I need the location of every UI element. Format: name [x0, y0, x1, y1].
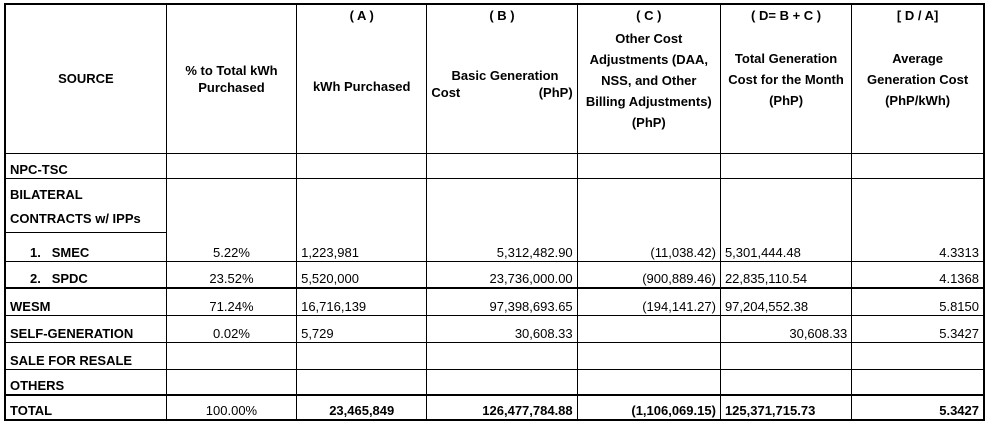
spdc-pct: 23.52% — [165, 260, 298, 289]
header-pct: % to Total kWh Purchased — [165, 3, 298, 154]
spdc-number: 2. — [30, 271, 41, 286]
header-total-label: Total Generation Cost for the Month (PhP… — [728, 51, 844, 108]
header-total-letter: ( D= B + C ) — [751, 8, 822, 23]
row-source-bilateral: BILATERAL CONTRACTS w/ IPPs — [4, 177, 167, 233]
generation-cost-table: SOURCE % to Total kWh Purchased ( A ) kW… — [4, 3, 985, 421]
header-other-label: Other Cost Adjustments (DAA, NSS, and Ot… — [585, 31, 712, 130]
smec-avg: 4.3313 — [851, 232, 985, 262]
table-row: WESM 71.24% 16,716,139 97,398,693.65 (19… — [4, 287, 985, 316]
smec-basic: 5,312,482.90 — [426, 232, 578, 262]
smec-name: SMEC — [51, 244, 90, 260]
table-row: OTHERS — [4, 368, 985, 396]
header-kwh-letter: ( A ) — [349, 8, 374, 23]
total-kwh: 23,465,849 — [296, 394, 428, 421]
table-row: 2. SPDC 23.52% 5,520,000 23,736,000.00 (… — [4, 260, 985, 289]
row-source-npc: NPC-TSC — [4, 152, 167, 179]
row-source-resale: SALE FOR RESALE — [4, 341, 167, 370]
selfgen-avg: 5.3427 — [851, 314, 985, 343]
header-basic: ( B ) Basic Generation Cost (PhP) — [426, 3, 578, 154]
wesm-basic: 97,398,693.65 — [426, 287, 578, 316]
smec-other: (11,038.42) — [576, 232, 721, 262]
smec-pct: 5.22% — [165, 232, 298, 262]
wesm-avg: 5.8150 — [851, 287, 985, 316]
table-row: SELF-GENERATION 0.02% 5,729 30,608.33 30… — [4, 314, 985, 343]
row-source-spdc: 2. SPDC — [4, 260, 167, 289]
header-other-letter: ( C ) — [636, 8, 662, 23]
table-row: BILATERAL CONTRACTS w/ IPPs — [4, 177, 985, 233]
header-total: ( D= B + C ) Total Generation Cost for t… — [719, 3, 853, 154]
row-source-others: OTHERS — [4, 368, 167, 396]
selfgen-other — [576, 314, 721, 343]
wesm-kwh: 16,716,139 — [296, 287, 428, 316]
header-basic-line2b: (PhP) — [538, 85, 573, 100]
header-basic-label: Basic Generation Cost (PhP) — [431, 67, 572, 101]
total-avg: 5.3427 — [851, 394, 985, 421]
row-source-total: TOTAL — [4, 394, 167, 421]
total-row: TOTAL 100.00% 23,465,849 126,477,784.88 … — [4, 394, 985, 421]
header-row: SOURCE % to Total kWh Purchased ( A ) kW… — [4, 3, 985, 154]
header-basic-letter: ( B ) — [489, 8, 515, 23]
row-source-selfgen: SELF-GENERATION — [4, 314, 167, 343]
smec-total: 5,301,444.48 — [719, 232, 853, 262]
bilateral-line2: CONTRACTS w/ IPPs — [10, 210, 141, 226]
spdc-basic: 23,736,000.00 — [426, 260, 578, 289]
selfgen-total: 30,608.33 — [719, 314, 853, 343]
total-basic: 126,477,784.88 — [426, 394, 578, 421]
wesm-other: (194,141.27) — [576, 287, 721, 316]
table-row: SALE FOR RESALE — [4, 341, 985, 370]
table-row: NPC-TSC — [4, 152, 985, 179]
header-basic-line1: Basic Generation — [451, 68, 559, 83]
table-row: 1. SMEC 5.22% 1,223,981 5,312,482.90 (11… — [4, 231, 985, 262]
total-other: (1,106,069.15) — [576, 394, 721, 421]
wesm-pct: 71.24% — [165, 287, 298, 316]
header-other: ( C ) Other Cost Adjustments (DAA, NSS, … — [576, 3, 721, 154]
row-source-wesm: WESM — [4, 287, 167, 316]
spdc-other: (900,889.46) — [576, 260, 721, 289]
header-basic-line2a: Cost — [431, 85, 461, 100]
total-pct: 100.00% — [165, 394, 298, 421]
smec-kwh: 1,223,981 — [296, 232, 428, 262]
header-source: SOURCE — [4, 3, 167, 154]
header-kwh-label: kWh Purchased — [312, 79, 411, 94]
header-avg-label: Average Generation Cost (PhP/kWh) — [867, 51, 969, 108]
header-avg-letter: [ D / A] — [896, 8, 939, 23]
wesm-total: 97,204,552.38 — [719, 287, 853, 316]
spdc-name: SPDC — [51, 271, 88, 286]
smec-number: 1. — [30, 244, 41, 260]
spdc-total: 22,835,110.54 — [719, 260, 853, 289]
row-source-smec: 1. SMEC — [4, 231, 167, 262]
header-kwh: ( A ) kWh Purchased — [296, 3, 428, 154]
selfgen-kwh: 5,729 — [296, 314, 428, 343]
header-avg: [ D / A] Average Generation Cost (PhP/kW… — [851, 3, 985, 154]
selfgen-pct: 0.02% — [165, 314, 298, 343]
spdc-avg: 4.1368 — [851, 260, 985, 289]
total-total: 125,371,715.73 — [719, 394, 853, 421]
selfgen-basic: 30,608.33 — [426, 314, 578, 343]
bilateral-line1: BILATERAL — [10, 186, 83, 202]
spdc-kwh: 5,520,000 — [296, 260, 428, 289]
